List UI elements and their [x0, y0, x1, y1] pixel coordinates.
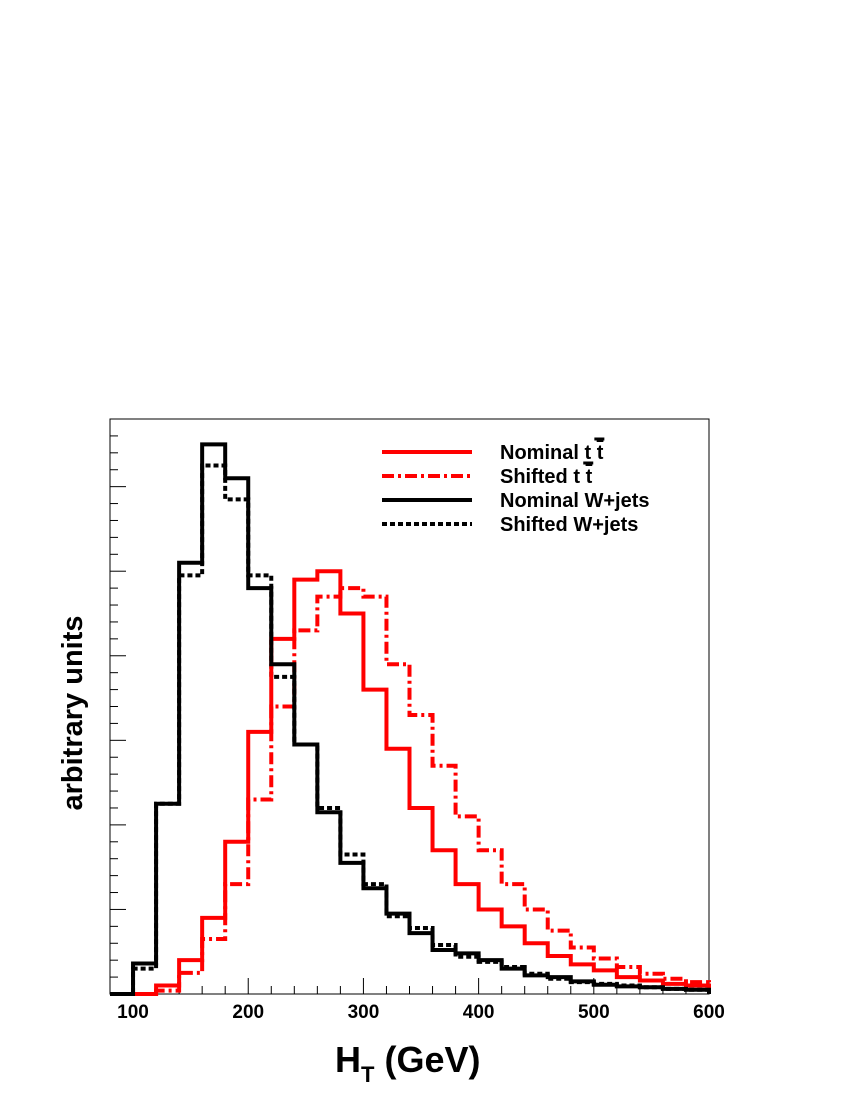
x-tick-label: 500 [578, 1002, 610, 1023]
series-line-nominal-t-t [110, 569, 711, 996]
y-axis-ticks [110, 418, 126, 995]
x-axis-tick-labels: 100 200 300 400 500 600 [117, 1002, 725, 1023]
legend-label: Nominal W+jets [500, 490, 649, 512]
x-tick-label: 600 [693, 1002, 725, 1023]
x-axis-title-main: H [335, 1039, 361, 1080]
x-axis-title: HT (GeV) [335, 1039, 480, 1087]
x-axis-title-unit: (GeV) [374, 1039, 480, 1080]
x-tick-label: 100 [117, 1002, 149, 1023]
y-axis-title: arbitrary units [57, 616, 89, 811]
x-tick-label: 200 [232, 1002, 264, 1023]
legend-label: Shifted t t [500, 466, 593, 488]
series-line-nominal-w-jets [110, 442, 711, 996]
legend-label: Nominal t t [500, 442, 604, 464]
histogram-series [110, 442, 711, 996]
x-axis-title-subscript: T [361, 1062, 375, 1087]
x-tick-label: 300 [348, 1002, 380, 1023]
legend-label: Shifted W+jets [500, 514, 638, 536]
x-tick-label: 400 [463, 1002, 495, 1023]
